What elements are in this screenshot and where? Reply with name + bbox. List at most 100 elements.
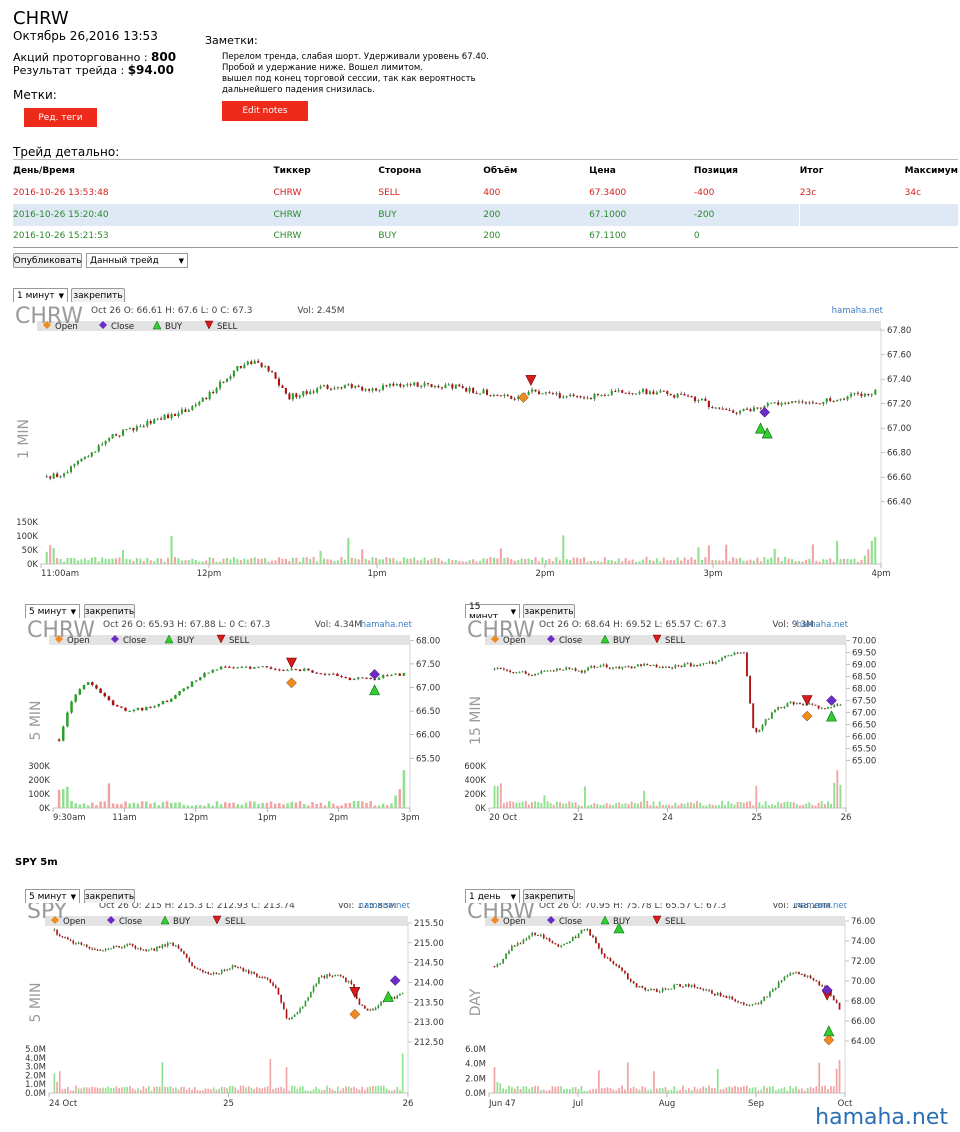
candle-body [149,421,152,424]
chart-daily[interactable]: Open Close BUY SELL CHRW Oct 26 O: 70.95 H: 7… [465,903,885,1119]
y-tick-label: 67.00 [852,709,876,719]
candle-body [659,390,662,393]
volume-bar [696,801,699,808]
legend-close: Close [111,322,134,332]
interval-select[interactable]: 5 минут ▼ [25,889,80,904]
candle-body [780,707,783,709]
candle-body [680,393,683,395]
table-row[interactable]: 2016-10-26 15:21:53 CHRW BUY 200 67.1100… [13,225,958,248]
candle-body [777,402,780,405]
volume-bar [339,1090,342,1093]
candle-body [291,393,294,400]
candle-body [693,396,697,402]
candle-body [705,989,708,991]
open-marker [286,677,297,689]
volume-bar [531,802,533,808]
candle-body [355,991,358,1000]
trade-details-title: Трейд детально: [13,145,120,159]
volume-bar [219,804,223,808]
pin-button[interactable]: закрепить [523,604,575,619]
volume-bar [733,804,736,808]
volume-bar [632,1086,635,1093]
volume-bar [427,560,430,564]
candle-body [592,935,594,938]
candle-body [256,973,258,977]
interval-select[interactable]: 1 день ▼ [465,889,520,904]
volume-bar [201,561,204,564]
volume-bar [583,557,586,564]
volume-bar [198,561,201,564]
candle-body [600,394,603,396]
candle-body [583,929,586,931]
volume-bar [296,1088,299,1093]
y-tick-label: 67.50 [852,697,876,707]
edit-notes-button[interactable]: Edit notes [222,101,308,121]
candle-body [525,938,528,940]
buy-marker [826,710,838,722]
x-tick-label: Oct [838,1099,853,1109]
interval-select[interactable]: 15 минут ▼ [465,602,520,622]
volume-bar [673,1086,676,1093]
candle-body [433,386,437,388]
candle-body [115,434,118,436]
chart-5min[interactable]: Open Close BUY SELL CHRW Oct 26 O: 65.93 H: 6… [25,618,445,834]
candle-body [633,666,636,669]
volume-bar [849,559,853,564]
volume-bar [713,1088,716,1093]
edit-tags-button[interactable]: Ред. теги [24,108,97,127]
volume-bar [231,1085,234,1093]
sell-legend-icon [212,915,222,925]
publish-button[interactable]: Опубликовать [13,253,82,268]
cell-ticker: CHRW [273,225,379,248]
x-tick-label: 11am [112,813,136,823]
candle-body [683,663,686,667]
volume-bar [815,1086,818,1093]
candle-body [204,972,207,974]
candle-body [336,673,339,677]
interval-select[interactable]: 1 минут ▼ [13,288,68,303]
chart-1min[interactable]: Open Close BUY SELL CHRW Oct 26 O: 66.61 H: 6… [13,302,918,588]
volume-bar [606,1087,609,1093]
candle-body [290,669,293,671]
volume-bar [783,802,786,808]
volume-bar [361,1086,363,1093]
volume-tick-label: 600K [465,762,486,772]
volume-bar [121,1087,123,1093]
pin-button[interactable]: закрепить [84,604,135,619]
chart-spy-5min[interactable]: Open Close BUY SELL SPY Oct 26 O: 215 H: 215.… [25,903,445,1119]
candle-body [57,739,61,741]
notes-line: Перелом тренда, слабая шорт. Удерживали … [222,52,489,62]
volume-bar [510,1086,513,1093]
candle-body [253,667,256,669]
candle-body [795,971,797,973]
volume-bar [742,560,745,564]
volume-bar [64,1088,66,1093]
pin-button[interactable]: закрепить [523,889,575,904]
interval-select[interactable]: 5 минут ▼ [25,604,80,619]
candle-body [161,700,165,704]
volume-bar [515,802,518,808]
cell-volume: 200 [483,203,590,226]
close-marker [389,975,401,986]
volume-bar [690,1090,693,1093]
table-row[interactable]: 2016-10-26 15:20:40 CHRW BUY 200 67.1000… [13,203,958,226]
volume-bar [323,558,326,564]
volume-bar [177,558,180,564]
volume-bar [107,1086,110,1093]
table-row[interactable]: 2016-10-26 13:53:48 CHRW SELL 400 67.340… [13,182,958,204]
open-marker [349,1008,361,1020]
candle-body [172,942,174,946]
scope-select[interactable]: Данный трейд ▼ [86,253,188,268]
interval-label: 5 MIN [28,700,44,740]
volume-bar [748,1088,751,1093]
candle-body [508,951,510,954]
candle-body [777,707,780,710]
pin-button[interactable]: закрепить [84,889,135,904]
pin-button[interactable]: закрепить [71,288,125,303]
volume-tick-label: 3.0M [25,1063,46,1073]
candle-body [711,407,714,409]
candle-body [293,1014,296,1017]
volume-bar [468,560,471,564]
volume-bar [766,559,769,564]
chart-15min[interactable]: Open Close BUY SELL CHRW Oct 26 O: 68.64 H: 6… [465,618,885,834]
